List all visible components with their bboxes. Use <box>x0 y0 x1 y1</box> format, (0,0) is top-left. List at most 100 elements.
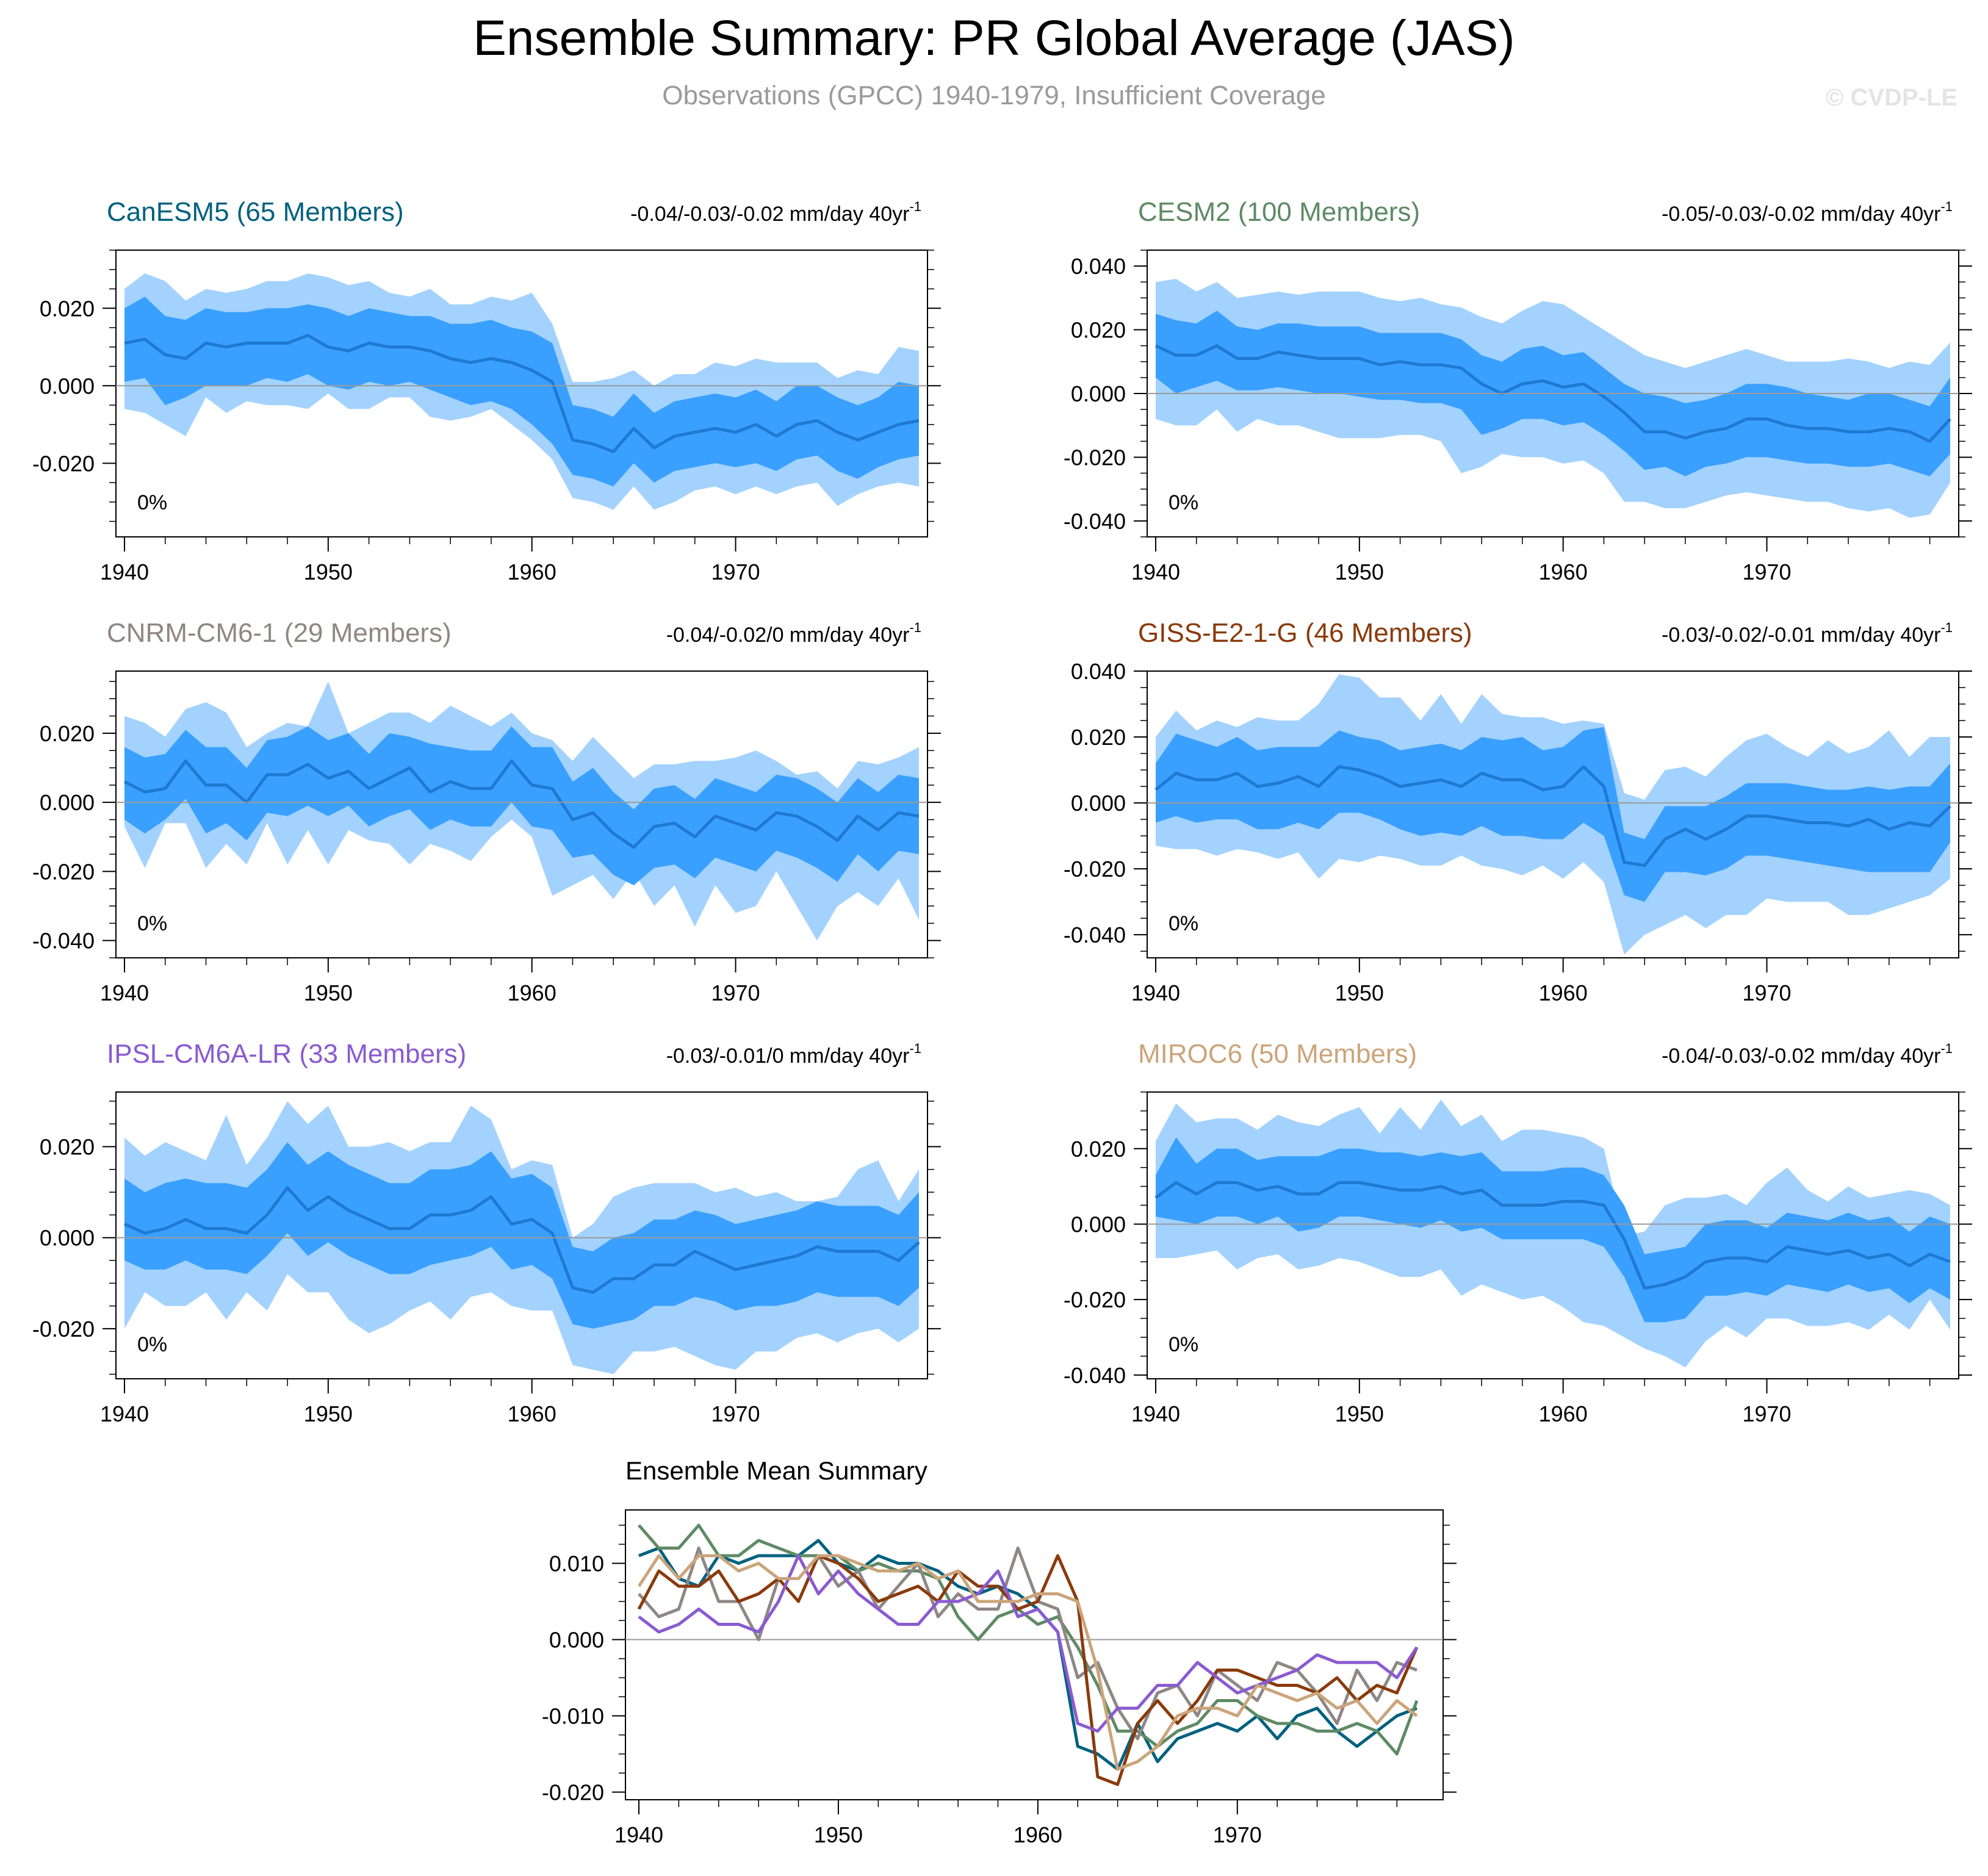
x-tick-label: 1970 <box>1213 1822 1262 1847</box>
panel-ensemble-mean-summary: 0.010 0.000 -0.010 -0.020 1940 1950 1960 1970 En… <box>542 1456 1457 1847</box>
trend-label: -0.04/-0.03/-0.02 mm/day 40yr-1 <box>1662 1041 1953 1068</box>
x-tick-label: 1950 <box>1335 980 1384 1005</box>
series-line-cnrm-cm6-1 <box>638 1547 1417 1741</box>
trend-exponent: -1 <box>1940 1041 1953 1056</box>
trend-label: -0.03/-0.02/-0.01 mm/day 40yr-1 <box>1662 620 1953 647</box>
panel-title: GISS-E2-1-G (46 Members) <box>1138 618 1472 648</box>
x-tick-label: 1960 <box>1014 1822 1062 1847</box>
x-tick-label: 1950 <box>814 1822 863 1847</box>
y-tick-label: 0.040 <box>1071 254 1126 279</box>
y-tick-label: -0.040 <box>1064 922 1126 947</box>
copyright-watermark: © CVDP-LE <box>1825 84 1957 111</box>
y-tick-label: -0.020 <box>1064 857 1126 882</box>
series-line-cesm2 <box>638 1523 1419 1756</box>
y-tick-label: -0.020 <box>32 451 95 476</box>
trend-label: -0.05/-0.03/-0.02 mm/day 40yr-1 <box>1662 199 1953 226</box>
y-tick-label: 0.020 <box>40 721 95 746</box>
ensemble-mean-line <box>1154 1181 1951 1290</box>
coverage-label: 0% <box>1169 1333 1198 1356</box>
x-tick-label: 1970 <box>711 1401 760 1426</box>
y-tick-label: 0.000 <box>40 373 95 398</box>
trend-label: -0.04/-0.02/0 mm/day 40yr-1 <box>666 620 921 647</box>
p10-p90-band <box>124 1142 919 1329</box>
series-line-canesm5 <box>638 1539 1417 1771</box>
panel-title: CNRM-CM6-1 (29 Members) <box>107 618 452 648</box>
y-tick-label: 0.000 <box>40 1226 95 1251</box>
y-tick-label: 0.020 <box>40 1135 95 1160</box>
ensemble-mean-line <box>123 759 920 849</box>
series-line-giss-e2-1-g <box>637 1554 1419 1786</box>
y-tick-label: -0.020 <box>542 1780 604 1805</box>
trend-exponent: -1 <box>909 620 921 635</box>
x-tick-label: 1940 <box>100 559 149 584</box>
ensemble-mean-line <box>1154 765 1951 868</box>
x-tick-label: 1950 <box>304 559 353 584</box>
x-tick-label: 1970 <box>1742 1401 1791 1426</box>
y-tick-label: 0.020 <box>1071 318 1126 343</box>
plot-frame <box>115 670 928 958</box>
x-tick-label: 1970 <box>711 559 760 584</box>
x-tick-label: 1940 <box>100 1401 149 1426</box>
panel-cnrm-cm6-1: 0.020 0.000 -0.020 -0.040 1940 1950 1960 1970 CN… <box>32 618 941 1005</box>
ensemble-mean-line <box>123 1186 920 1294</box>
x-tick-label: 1940 <box>1131 559 1180 584</box>
plot-frame <box>625 1509 1444 1800</box>
plot-frame <box>115 1091 928 1379</box>
coverage-label: 0% <box>137 491 167 514</box>
x-tick-label: 1970 <box>1742 980 1791 1005</box>
y-tick-label: 0.020 <box>1071 725 1126 750</box>
figure-subtitle: Observations (GPCC) 1940-1979, Insuffici… <box>662 81 1326 110</box>
trend-label: -0.03/-0.01/0 mm/day 40yr-1 <box>666 1041 921 1068</box>
ensemble-mean-line <box>124 334 920 453</box>
y-tick-label: -0.010 <box>542 1704 604 1729</box>
y-tick-label: 0.000 <box>1071 791 1126 816</box>
y-tick-label: -0.020 <box>32 859 95 884</box>
y-tick-label: -0.020 <box>1064 445 1126 470</box>
coverage-label: 0% <box>1169 912 1198 935</box>
y-tick-label: 0.020 <box>40 296 95 321</box>
y-tick-label: -0.040 <box>32 929 95 954</box>
trend-exponent: -1 <box>1940 199 1953 214</box>
y-tick-label: -0.040 <box>1064 1363 1126 1388</box>
x-tick-label: 1940 <box>100 980 149 1005</box>
figure-title: Ensemble Summary: PR Global Average (JAS… <box>473 10 1515 66</box>
panel-ipsl-cm6a-lr: 0.020 0.000 -0.020 1940 1950 1960 1970 IPSL-CM6… <box>32 1039 941 1426</box>
y-tick-label: 0.000 <box>1071 381 1126 406</box>
x-tick-label: 1950 <box>1335 1401 1384 1426</box>
x-tick-label: 1960 <box>1539 1401 1588 1426</box>
p10-p90-band <box>1156 727 1950 902</box>
y-tick-label: 0.010 <box>549 1551 604 1576</box>
y-tick-label: -0.040 <box>1064 509 1126 534</box>
x-tick-label: 1950 <box>304 980 353 1005</box>
y-tick-label: 0.040 <box>1071 659 1126 684</box>
ensemble-mean-line <box>1154 344 1951 443</box>
trend-exponent: -1 <box>909 199 921 214</box>
x-tick-label: 1950 <box>1335 559 1384 584</box>
coverage-label: 0% <box>137 912 167 935</box>
series-line-ipsl-cm6a-lr <box>638 1554 1419 1733</box>
trend-label: -0.04/-0.03/-0.02 mm/day 40yr-1 <box>630 199 921 226</box>
x-tick-label: 1970 <box>711 980 760 1005</box>
x-tick-label: 1940 <box>1131 980 1180 1005</box>
x-tick-label: 1960 <box>508 559 556 584</box>
panel-canesm5: 0.020 0.000 -0.020 1940 1950 1960 1970 CanESM5 … <box>32 197 941 584</box>
panel-giss-e2-1-g: 0.040 0.020 0.000 -0.020 -0.040 1940 1950 1960 1… <box>1064 618 1972 1005</box>
panel-title: MIROC6 (50 Members) <box>1138 1039 1417 1069</box>
x-tick-label: 1960 <box>508 980 556 1005</box>
trend-exponent: -1 <box>1940 620 1953 635</box>
plot-frame <box>1147 1091 1959 1379</box>
panel-title: CanESM5 (65 Members) <box>107 197 404 227</box>
x-tick-label: 1940 <box>1131 1401 1180 1426</box>
panel-title: CESM2 (100 Members) <box>1138 197 1420 227</box>
trend-exponent: -1 <box>909 1041 921 1056</box>
coverage-label: 0% <box>137 1333 167 1356</box>
coverage-label: 0% <box>1169 491 1198 514</box>
x-tick-label: 1970 <box>1742 559 1791 584</box>
y-tick-label: 0.000 <box>549 1628 604 1653</box>
panel-title: IPSL-CM6A-LR (33 Members) <box>107 1039 466 1069</box>
x-tick-label: 1940 <box>614 1822 663 1847</box>
x-tick-label: 1960 <box>1539 559 1588 584</box>
